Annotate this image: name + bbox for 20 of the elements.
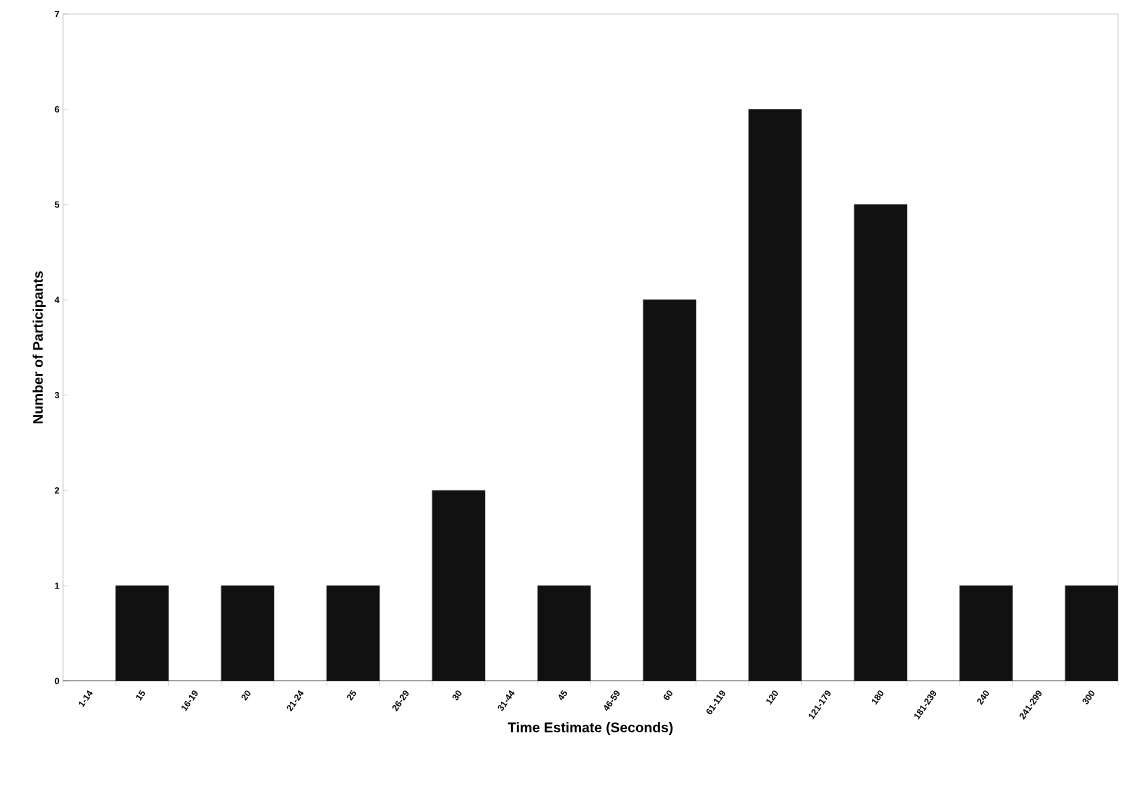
x-tick-label: 25 xyxy=(347,689,357,701)
x-tick-label: 120 xyxy=(766,690,778,705)
y-tick-label: 3 xyxy=(54,391,60,399)
y-tick-label: 2 xyxy=(54,487,60,494)
y-axis-title: Number of Participants xyxy=(32,271,46,424)
y-tick-label: 1 xyxy=(55,582,60,589)
y-tick-label: 5 xyxy=(54,201,60,208)
x-tick-label: 20 xyxy=(241,690,251,701)
x-axis-title: Time Estimate (Seconds) xyxy=(507,722,673,736)
x-tick-label: 300 xyxy=(1082,690,1095,705)
y-tick-label: 6 xyxy=(54,106,60,113)
x-tick-label: 60 xyxy=(663,690,673,700)
x-tick-label: 30 xyxy=(452,690,462,701)
x-tick-label: 180 xyxy=(871,690,884,705)
y-tick-label: 4 xyxy=(54,296,60,303)
y-tick-label: 7 xyxy=(54,10,60,18)
y-tick-label: 0 xyxy=(54,677,60,685)
x-tick-label: 240 xyxy=(977,690,989,705)
x-tick-label: 45 xyxy=(558,689,567,701)
x-tick-label: 15 xyxy=(136,689,145,701)
